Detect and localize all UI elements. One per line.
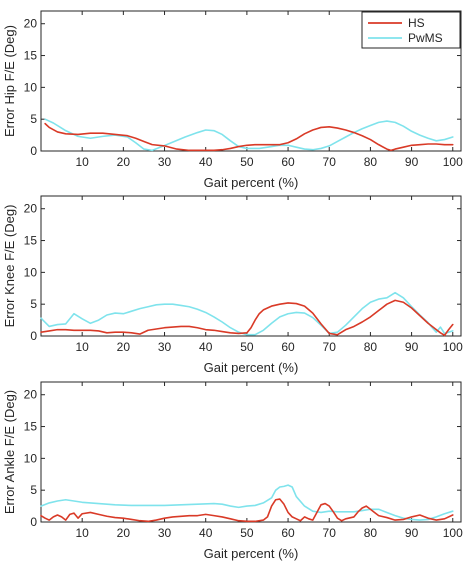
y-tick-label: 5 [30,483,37,497]
plot-area [40,195,462,337]
y-tick-label: 15 [24,420,38,434]
x-tick-label: 50 [240,340,254,354]
series-line-hs [40,498,454,523]
x-tick-label: 90 [405,526,419,540]
x-tick-label: 30 [158,155,172,169]
y-tick-label: 15 [24,49,38,63]
legend-label-pwms: PwMS [408,31,443,45]
x-tick-label: 60 [281,526,295,540]
x-tick-label: 30 [158,526,172,540]
x-axis-label: Gait percent (%) [204,360,299,375]
chart-panel-1: 0 5 10 15 20 10 20 30 40 50 60 70 80 90 100 Gait percen… [2,10,463,190]
x-tick-label: 10 [75,340,89,354]
x-tick-label: 10 [75,526,89,540]
x-tick-label: 20 [117,526,131,540]
x-tick-label: 70 [323,526,337,540]
x-tick-label: 100 [443,526,463,540]
plot-area [40,381,462,523]
chart-panel-2: 0 5 10 15 20 10 20 30 40 50 60 70 80 90 100 Gait percen… [2,195,463,375]
x-tick-label: 60 [281,340,295,354]
y-tick-label: 0 [30,329,37,343]
x-tick-label: 100 [443,155,463,169]
y-tick-label: 20 [24,388,38,402]
x-tick-label: 40 [199,155,213,169]
x-tick-label: 10 [75,155,89,169]
x-tick-label: 80 [364,340,378,354]
y-tick-label: 5 [30,297,37,311]
y-tick-label: 5 [30,112,37,126]
x-tick-label: 80 [364,526,378,540]
legend-label-hs: HS [408,16,425,30]
y-axis-label: Error Knee F/E (Deg) [2,205,17,328]
x-tick-label: 40 [199,340,213,354]
x-tick-label: 60 [281,155,295,169]
chart-panel-3: 0 5 10 15 20 10 20 30 40 50 60 70 80 90 100 Gait percen… [2,381,463,561]
y-tick-label: 10 [24,80,38,94]
y-tick-label: 15 [24,234,38,248]
legend-box [361,11,461,49]
x-tick-label: 30 [158,340,172,354]
y-tick-label: 20 [24,17,38,31]
x-axis-label: Gait percent (%) [204,175,299,190]
series-line-pwms [44,118,454,152]
y-tick-label: 20 [24,202,38,216]
y-tick-label: 0 [30,144,37,158]
x-tick-label: 100 [443,340,463,354]
series-line-hs [44,122,454,152]
y-axis-label: Error Hip F/E (Deg) [2,25,17,137]
y-tick-label: 0 [30,515,37,529]
x-axis-label: Gait percent (%) [204,546,299,561]
y-axis-label: Error Ankle F/E (Deg) [2,390,17,514]
x-tick-label: 20 [117,155,131,169]
x-tick-label: 20 [117,340,131,354]
y-tick-label: 10 [24,451,38,465]
series-line-pwms [40,291,454,336]
y-tick-label: 10 [24,265,38,279]
x-tick-label: 80 [364,155,378,169]
x-tick-label: 70 [323,155,337,169]
x-tick-label: 50 [240,526,254,540]
x-tick-label: 90 [405,340,419,354]
x-tick-label: 70 [323,340,337,354]
x-tick-label: 90 [405,155,419,169]
series-line-hs [40,299,454,337]
x-tick-label: 50 [240,155,254,169]
series-line-pwms [40,484,454,521]
x-tick-label: 40 [199,526,213,540]
